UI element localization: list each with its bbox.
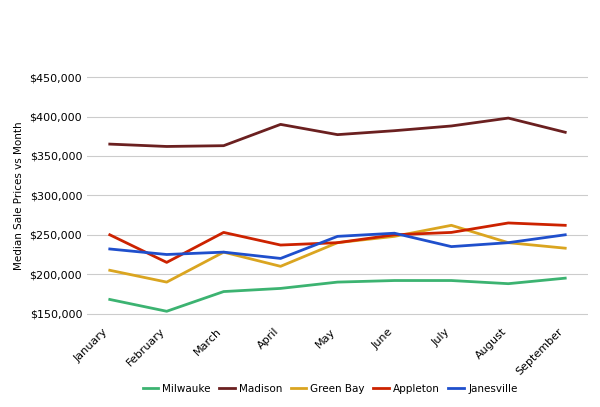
Green Bay	[391, 234, 398, 239]
Green Bay	[163, 280, 170, 284]
Milwauke	[106, 297, 113, 302]
Janesville	[334, 234, 341, 239]
Text: Median Sale Prices Across Wisconsin: Median Sale Prices Across Wisconsin	[20, 18, 381, 37]
Green Bay	[562, 246, 569, 251]
Madison	[505, 116, 512, 120]
Madison	[448, 124, 455, 129]
Legend: Milwauke, Madison, Green Bay, Appleton, Janesville: Milwauke, Madison, Green Bay, Appleton, …	[139, 379, 521, 398]
Madison	[277, 122, 284, 127]
Appleton	[505, 221, 512, 225]
Milwauke	[334, 280, 341, 284]
Milwauke	[562, 276, 569, 280]
Janesville	[106, 247, 113, 252]
Appleton	[334, 240, 341, 245]
Janesville	[277, 256, 284, 261]
Line: Milwauke: Milwauke	[110, 278, 565, 311]
Appleton	[562, 223, 569, 228]
Line: Madison: Madison	[110, 118, 565, 147]
Madison	[562, 130, 569, 135]
Green Bay	[334, 240, 341, 245]
Janesville	[562, 232, 569, 237]
Milwauke	[391, 278, 398, 283]
Green Bay	[277, 264, 284, 269]
Line: Appleton: Appleton	[110, 223, 565, 263]
Appleton	[163, 260, 170, 265]
Milwauke	[220, 289, 227, 294]
Green Bay	[106, 268, 113, 273]
Madison	[220, 143, 227, 148]
Janesville	[220, 249, 227, 255]
Janesville	[448, 244, 455, 249]
Madison	[163, 144, 170, 149]
Janesville	[505, 240, 512, 245]
Y-axis label: Median Sale Prices vs Month: Median Sale Prices vs Month	[14, 121, 24, 270]
Appleton	[391, 232, 398, 237]
Appleton	[220, 230, 227, 235]
Green Bay	[448, 223, 455, 228]
Milwauke	[277, 286, 284, 291]
Appleton	[277, 243, 284, 247]
Madison	[334, 132, 341, 137]
Madison	[391, 128, 398, 133]
Appleton	[448, 230, 455, 235]
Line: Janesville: Janesville	[110, 233, 565, 258]
Appleton	[106, 232, 113, 237]
Green Bay	[505, 240, 512, 245]
Milwauke	[163, 309, 170, 314]
Janesville	[163, 252, 170, 257]
Milwauke	[448, 278, 455, 283]
Milwauke	[505, 281, 512, 286]
Janesville	[391, 231, 398, 236]
Madison	[106, 142, 113, 147]
Green Bay	[220, 249, 227, 255]
Line: Green Bay: Green Bay	[110, 225, 565, 282]
